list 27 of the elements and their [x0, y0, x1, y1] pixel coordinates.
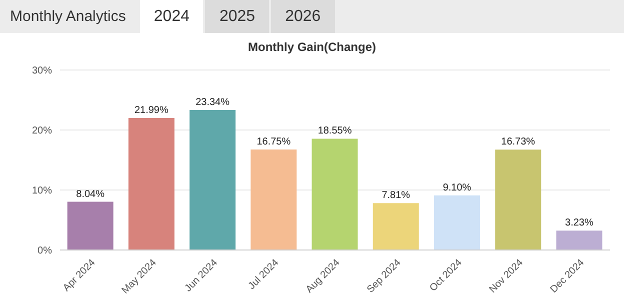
y-tick-label: 20% [32, 126, 52, 137]
bar [128, 118, 174, 250]
data-label: 23.34% [196, 96, 230, 108]
bar [556, 230, 602, 250]
y-tick-label: 0% [38, 246, 52, 257]
text: 2026 [271, 0, 335, 33]
y-tick-label: 30% [32, 66, 52, 77]
data-label: 16.73% [501, 136, 536, 148]
data-label: 9.10% [442, 182, 472, 194]
text: 2024 [140, 0, 204, 33]
text: Monthly Analytics [0, 0, 140, 33]
data-label: 21.99% [134, 105, 169, 116]
data-label: 8.04% [76, 188, 105, 200]
text: 2025 [205, 0, 270, 33]
bar [312, 138, 358, 250]
bar [190, 110, 236, 250]
chart-title: Monthly Gain(Change) [247, 40, 377, 56]
data-label: 7.81% [382, 190, 410, 202]
y-tick-label: 10% [32, 186, 52, 197]
bar [67, 202, 114, 250]
data-label: 18.55% [318, 126, 352, 137]
bar [434, 195, 480, 250]
bar [372, 203, 419, 250]
data-label: 3.23% [565, 218, 594, 229]
bar [250, 150, 297, 250]
data-label: 16.75% [256, 136, 291, 148]
bar [495, 150, 542, 250]
